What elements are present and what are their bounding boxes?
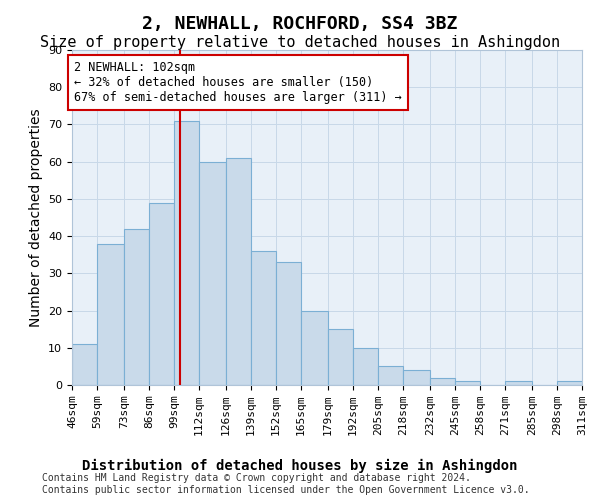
Text: Size of property relative to detached houses in Ashingdon: Size of property relative to detached ho… — [40, 35, 560, 50]
Text: Contains HM Land Registry data © Crown copyright and database right 2024.
Contai: Contains HM Land Registry data © Crown c… — [42, 474, 530, 495]
Bar — [378, 366, 403, 385]
Bar — [328, 329, 353, 385]
Bar — [353, 348, 378, 385]
Bar — [505, 382, 532, 385]
Bar — [149, 202, 174, 385]
Bar — [72, 344, 97, 385]
Text: 2 NEWHALL: 102sqm
← 32% of detached houses are smaller (150)
67% of semi-detache: 2 NEWHALL: 102sqm ← 32% of detached hous… — [74, 61, 401, 104]
Text: 2, NEWHALL, ROCHFORD, SS4 3BZ: 2, NEWHALL, ROCHFORD, SS4 3BZ — [142, 15, 458, 33]
Bar — [226, 158, 251, 385]
Bar — [251, 251, 276, 385]
Bar — [97, 244, 124, 385]
Bar — [124, 228, 149, 385]
Text: Distribution of detached houses by size in Ashingdon: Distribution of detached houses by size … — [82, 458, 518, 472]
Bar — [403, 370, 430, 385]
Bar — [199, 162, 226, 385]
Bar — [430, 378, 455, 385]
Bar — [276, 262, 301, 385]
Bar — [174, 120, 199, 385]
Bar — [455, 382, 480, 385]
Bar — [557, 382, 582, 385]
Y-axis label: Number of detached properties: Number of detached properties — [29, 108, 43, 327]
Bar — [301, 310, 328, 385]
